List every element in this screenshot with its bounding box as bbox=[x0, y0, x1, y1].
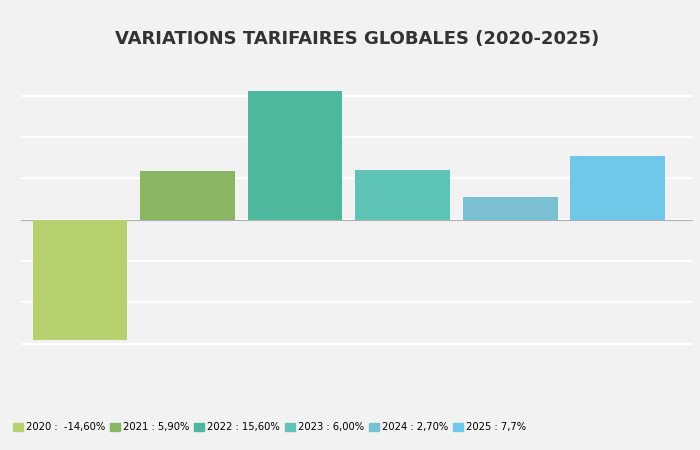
Bar bbox=[140, 171, 235, 220]
Title: VARIATIONS TARIFAIRES GLOBALES (2020-2025): VARIATIONS TARIFAIRES GLOBALES (2020-202… bbox=[115, 30, 599, 48]
Bar bbox=[33, 220, 127, 340]
Bar bbox=[570, 156, 665, 220]
Bar bbox=[356, 170, 450, 220]
Legend: 2020 :  -14,60%, 2021 : 5,90%, 2022 : 15,60%, 2023 : 6,00%, 2024 : 2,70%, 2025 :: 2020 : -14,60%, 2021 : 5,90%, 2022 : 15,… bbox=[13, 422, 526, 432]
Bar bbox=[463, 198, 557, 220]
Bar bbox=[248, 91, 342, 220]
